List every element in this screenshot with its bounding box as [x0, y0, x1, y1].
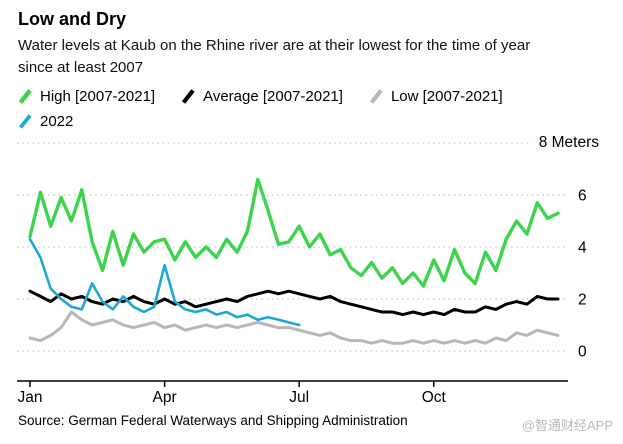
- legend-label-2022: 2022: [40, 113, 74, 130]
- series-line-low-2007-2021: [28, 310, 560, 345]
- legend-marker-low-2007-2021-icon: [369, 89, 383, 104]
- legend-marker-high-2007-2021-icon: [18, 89, 32, 104]
- chart-title: Low and Dry: [18, 9, 127, 29]
- legend-item-low-2007-2021: Low [2007-2021]: [369, 88, 503, 105]
- legend-marker-average-2007-2021-icon: [181, 89, 195, 104]
- series-line-high-2007-2021: [28, 177, 560, 288]
- y-axis-unit-label: 8 Meters: [530, 134, 601, 152]
- watermark: @智通财经APP: [521, 418, 613, 433]
- y-tick-label-0: 0: [578, 344, 587, 361]
- series-line-average-2007-2021: [28, 289, 560, 317]
- source-text: Source: German Federal Waterways and Shi…: [18, 413, 408, 428]
- x-tick-label-oct: Oct: [422, 389, 447, 406]
- legend-label-high-2007-2021: High [2007-2021]: [40, 88, 156, 105]
- series-line-2022: [28, 237, 301, 327]
- y-tick-label-6: 6: [578, 188, 587, 205]
- legend-row-1: High [2007-2021] Average [2007-2021] Low […: [18, 84, 503, 109]
- x-tick-label-jul: Jul: [289, 389, 309, 406]
- chart-subtitle: Water levels at Kaub on the Rhine river …: [18, 37, 531, 76]
- x-tick-label-apr: Apr: [153, 389, 177, 406]
- legend-label-low-2007-2021: Low [2007-2021]: [390, 88, 503, 105]
- y-tick-label-4: 4: [578, 240, 587, 257]
- legend-row-2: 2022: [18, 109, 503, 134]
- legend-item-2022: 2022: [18, 113, 73, 130]
- x-tick-label-jan: Jan: [18, 389, 43, 406]
- y-tick-label-2: 2: [578, 292, 587, 309]
- legend-item-average-2007-2021: Average [2007-2021]: [181, 88, 343, 105]
- legend-marker-2022-icon: [19, 114, 32, 129]
- legend-label-average-2007-2021: Average [2007-2021]: [203, 88, 343, 105]
- legend-item-high-2007-2021: High [2007-2021]: [18, 88, 155, 105]
- legend: High [2007-2021] Average [2007-2021] Low […: [18, 84, 503, 134]
